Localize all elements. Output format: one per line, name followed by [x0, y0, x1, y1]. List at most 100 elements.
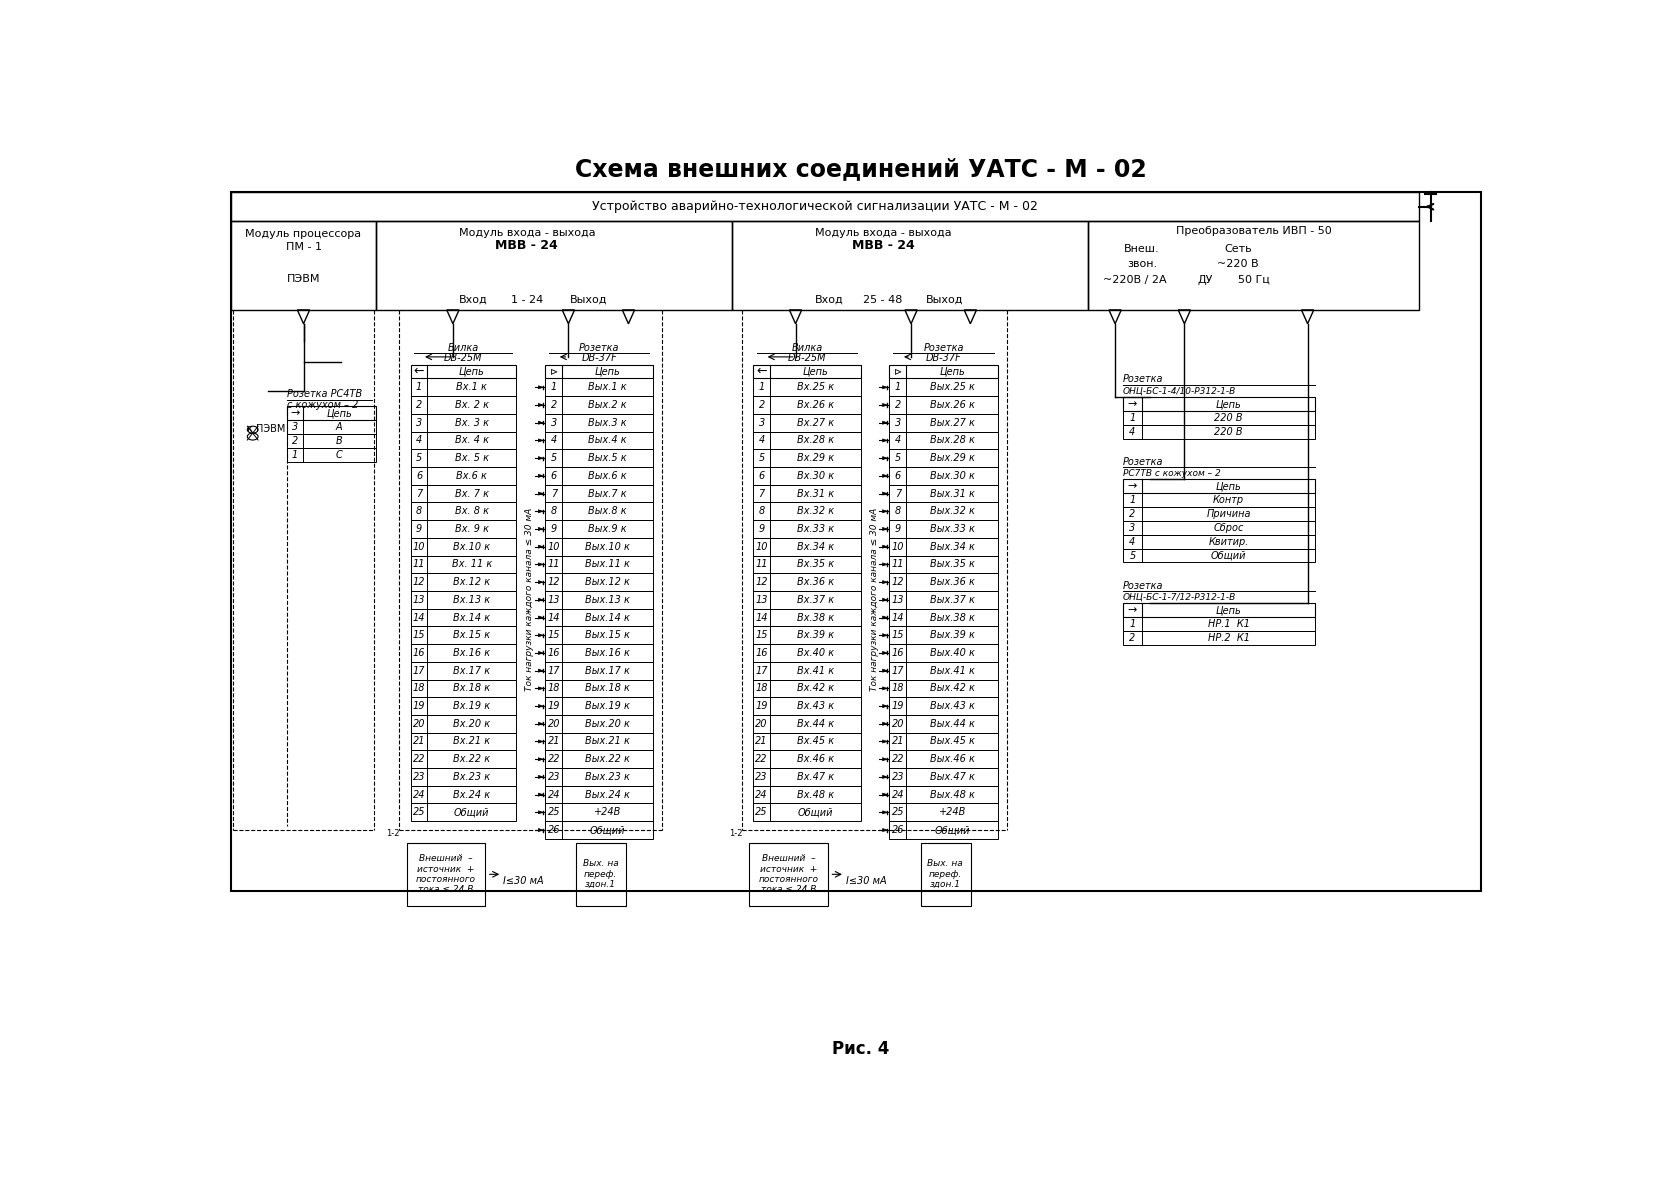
Text: Вых.33 к: Вых.33 к [929, 525, 974, 534]
Text: ~220В / 2А: ~220В / 2А [1102, 274, 1166, 285]
Bar [546, 822, 654, 838]
Text: Сеть: Сеть [1225, 244, 1252, 254]
Polygon shape [882, 811, 887, 814]
Polygon shape [882, 758, 887, 760]
Text: Вых.12 к: Вых.12 к [585, 577, 630, 587]
Text: 6: 6 [551, 470, 556, 481]
Bar [889, 751, 998, 768]
Bar [546, 733, 654, 751]
Polygon shape [882, 492, 887, 496]
Text: 1-2: 1-2 [729, 829, 743, 838]
Bar [410, 698, 516, 715]
Bar [889, 644, 998, 662]
Text: 5: 5 [759, 454, 764, 463]
Bar [1122, 479, 1315, 493]
Text: 25: 25 [892, 807, 904, 817]
Text: Цепь: Цепь [326, 408, 353, 419]
Bar [546, 715, 654, 733]
Bar [546, 591, 654, 609]
Text: Преобразователь ИВП - 50: Преобразователь ИВП - 50 [1176, 226, 1332, 236]
Polygon shape [882, 793, 887, 796]
Text: Вых.41 к: Вых.41 к [929, 665, 974, 676]
Text: Вх.21 к: Вх.21 к [454, 736, 491, 747]
Polygon shape [538, 492, 543, 496]
Bar [410, 538, 516, 556]
Polygon shape [538, 386, 543, 389]
Bar [546, 396, 654, 414]
Bar [546, 609, 654, 627]
Polygon shape [538, 581, 543, 583]
Bar [410, 520, 516, 538]
Text: Вых.4 к: Вых.4 к [588, 435, 627, 445]
Text: Вх. 11 к: Вх. 11 к [452, 559, 492, 569]
Bar [546, 786, 654, 804]
Bar [410, 609, 516, 627]
Text: Вх.31 к: Вх.31 к [796, 488, 835, 498]
Text: Вых.44 к: Вых.44 к [929, 718, 974, 729]
Text: →: → [291, 408, 299, 419]
Text: Вых.25 к: Вых.25 к [929, 383, 974, 392]
Text: Вх.13 к: Вх.13 к [454, 594, 491, 605]
Bar [410, 804, 516, 822]
Text: 15: 15 [548, 630, 559, 640]
Text: Вх.36 к: Вх.36 к [796, 577, 835, 587]
Text: 9: 9 [551, 525, 556, 534]
Text: 11: 11 [756, 559, 768, 569]
Bar [232, 192, 1420, 221]
Text: I≤30 мА: I≤30 мА [847, 876, 887, 885]
Bar [889, 609, 998, 627]
Text: DB-25M: DB-25M [788, 354, 827, 363]
Text: Вых.7 к: Вых.7 к [588, 488, 627, 498]
Text: 1: 1 [1129, 413, 1136, 422]
Text: Вых.37 к: Вых.37 к [929, 594, 974, 605]
Text: Общий: Общий [1211, 551, 1247, 561]
Text: Выход: Выход [570, 295, 606, 304]
Bar [232, 221, 376, 310]
Polygon shape [882, 829, 887, 831]
Text: 16: 16 [413, 648, 425, 658]
Text: 24: 24 [892, 789, 904, 800]
Text: 2: 2 [759, 401, 764, 410]
Polygon shape [538, 634, 543, 636]
Text: 12: 12 [756, 577, 768, 587]
Bar [753, 768, 862, 786]
Bar [753, 449, 862, 467]
Bar [889, 786, 998, 804]
Text: Внешний  –
источник  +
постоянного
тока ≤ 24 В: Внешний – источник + постоянного тока ≤ … [759, 854, 818, 894]
Bar [753, 467, 862, 485]
Text: 20: 20 [756, 718, 768, 729]
Bar [410, 662, 516, 680]
Text: Вых.2 к: Вых.2 к [588, 401, 627, 410]
Text: Вх.34 к: Вх.34 к [796, 541, 835, 552]
Text: 25: 25 [756, 807, 768, 817]
Text: Вых. на
переф.
здон.1: Вых. на переф. здон.1 [927, 859, 963, 889]
Text: 5: 5 [895, 454, 900, 463]
Text: 26: 26 [548, 825, 559, 835]
Polygon shape [882, 545, 887, 549]
Text: 22: 22 [548, 754, 559, 764]
Text: 17: 17 [548, 665, 559, 676]
Text: Вх.18 к: Вх.18 к [454, 683, 491, 693]
Bar [889, 414, 998, 432]
Bar [753, 786, 862, 804]
Text: Цепь: Цепь [939, 367, 964, 377]
Text: 20: 20 [548, 718, 559, 729]
Text: 8: 8 [551, 506, 556, 516]
Bar [410, 467, 516, 485]
Bar [410, 414, 516, 432]
Text: 3: 3 [759, 417, 764, 428]
Text: Вых.9 к: Вых.9 к [588, 525, 627, 534]
Text: 10: 10 [892, 541, 904, 552]
Text: 16: 16 [548, 648, 559, 658]
Polygon shape [538, 510, 543, 512]
Text: 10: 10 [413, 541, 425, 552]
Bar [287, 407, 376, 420]
Text: Модуль входа - выхода: Модуль входа - выхода [459, 227, 595, 238]
Bar [1089, 221, 1420, 310]
Text: ⊳: ⊳ [549, 367, 558, 377]
Bar [753, 503, 862, 520]
Text: 1: 1 [1129, 620, 1136, 629]
Text: 21: 21 [413, 736, 425, 747]
Polygon shape [882, 705, 887, 707]
Text: 18: 18 [756, 683, 768, 693]
